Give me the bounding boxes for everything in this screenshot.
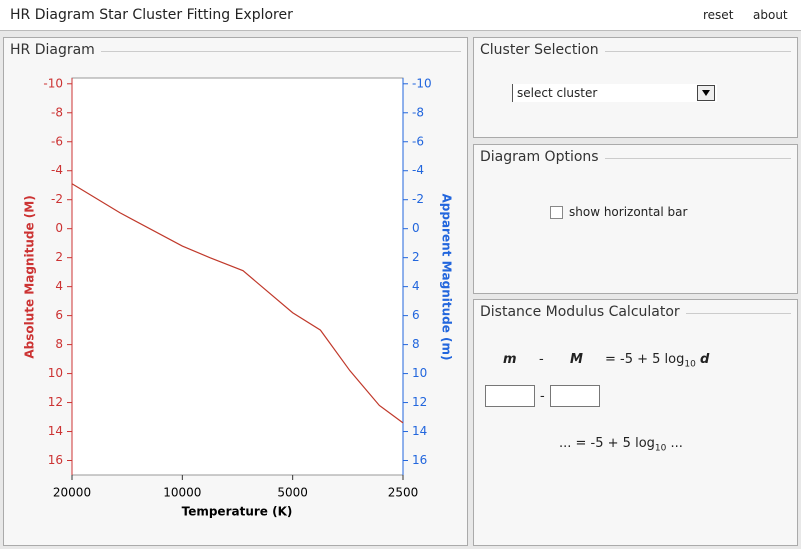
rule <box>480 158 791 159</box>
y2-tick-label: 8 <box>412 337 420 351</box>
x-axis-label: Temperature (K) <box>182 505 293 519</box>
m-input[interactable] <box>485 385 535 407</box>
result: ... = -5 + 5 log10 ... <box>559 436 683 454</box>
calculator-panel: Distance Modulus Calculator m - M = -5 +… <box>473 299 798 546</box>
y-tick-label: -2 <box>51 192 63 206</box>
rule <box>10 51 461 52</box>
result-sub: 10 <box>654 443 667 454</box>
panel-title: Diagram Options <box>480 149 605 165</box>
plot-area <box>71 77 404 476</box>
y-tick-label: -6 <box>51 134 63 148</box>
panel-title: Cluster Selection <box>480 42 605 58</box>
formula-text: = -5 + 5 log <box>605 352 685 367</box>
y2-tick-label: -10 <box>412 76 432 90</box>
y2-tick-label: 4 <box>412 279 420 293</box>
y2-tick-label: -2 <box>412 192 424 206</box>
y2-tick-label: 14 <box>412 424 427 438</box>
cluster-select[interactable]: select cluster <box>512 84 717 102</box>
rule <box>480 51 791 52</box>
y2-tick-label: 0 <box>412 221 420 235</box>
y2-tick-label: -4 <box>412 163 424 177</box>
y2-tick-label: -6 <box>412 134 424 148</box>
y-tick-label: 16 <box>48 453 63 467</box>
input-minus: - <box>540 389 545 404</box>
x-tick-label: 2500 <box>388 486 419 500</box>
y2-tick-label: 12 <box>412 395 427 409</box>
reset-link[interactable]: reset <box>703 8 734 22</box>
checkbox[interactable] <box>550 206 563 219</box>
select-text: select cluster <box>517 86 598 100</box>
y-tick-label: 14 <box>48 424 63 438</box>
x-tick-label: 5000 <box>277 486 308 500</box>
y-tick-label: 0 <box>55 221 63 235</box>
panel-title: Distance Modulus Calculator <box>480 304 686 320</box>
panel-title: HR Diagram <box>10 42 101 58</box>
cluster-panel: Cluster Selection select cluster <box>473 37 798 138</box>
y-tick-label: -4 <box>51 163 63 177</box>
y2-axis-label: Apparent Magnitude (m) <box>440 193 454 360</box>
y-tick-label: 8 <box>55 337 63 351</box>
dropdown-button[interactable] <box>697 85 715 101</box>
result-text: ... = -5 + 5 log <box>559 436 655 451</box>
y-tick-label: 2 <box>55 250 63 264</box>
formula-M: M <box>570 352 583 367</box>
formula-m: m <box>503 352 517 367</box>
y-axis-label: Absolute Magnitude (M) <box>23 195 37 358</box>
y2-tick-label: 2 <box>412 250 420 264</box>
M-input[interactable] <box>550 385 600 407</box>
y-tick-label: 4 <box>55 279 63 293</box>
y2-tick-label: 10 <box>412 366 427 380</box>
main-sequence-line <box>71 183 404 424</box>
app-title: HR Diagram Star Cluster Fitting Explorer <box>10 7 293 23</box>
formula-rhs: = -5 + 5 log10 d <box>605 352 709 370</box>
formula-d: d <box>699 352 710 367</box>
options-panel: Diagram Options show horizontal bar <box>473 144 798 294</box>
y2-tick-label: 16 <box>412 453 427 467</box>
checkbox-label[interactable]: show horizontal bar <box>569 205 688 219</box>
arrow <box>702 90 710 96</box>
y-tick-label: -8 <box>51 105 63 119</box>
y-tick-label: 12 <box>48 395 63 409</box>
hr-chart: Temperature (K) Absolute Magnitude (M) A… <box>23 76 454 519</box>
y-tick-label: -10 <box>43 76 63 90</box>
result-end: ... <box>670 436 683 451</box>
formula-sub: 10 <box>684 359 696 370</box>
y-tick-label: 6 <box>55 308 63 322</box>
header: HR Diagram Star Cluster Fitting Explorer… <box>0 0 801 31</box>
y-tick-label: 10 <box>48 366 63 380</box>
formula-minus: - <box>539 352 544 367</box>
x-tick-label: 10000 <box>163 486 201 500</box>
y2-tick-label: 6 <box>412 308 420 322</box>
y2-tick-label: -8 <box>412 105 424 119</box>
x-tick-label: 20000 <box>53 486 91 500</box>
about-link[interactable]: about <box>753 8 788 22</box>
